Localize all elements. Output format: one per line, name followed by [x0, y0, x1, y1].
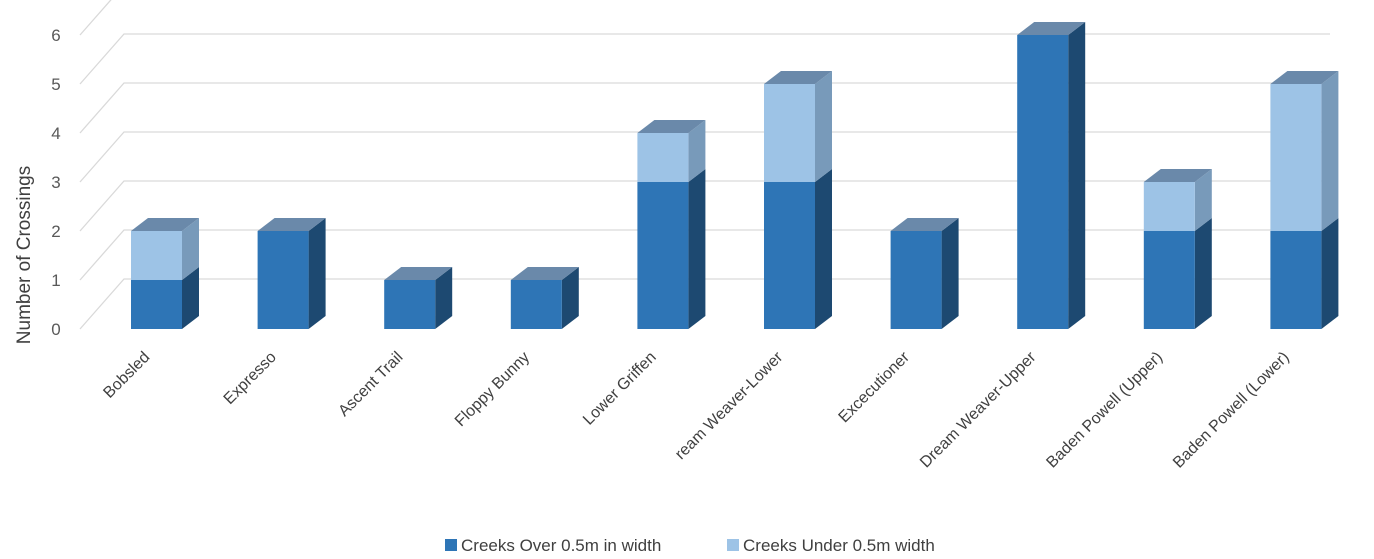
bar-top [257, 218, 326, 231]
x-category-label: Lower Griffen [580, 349, 660, 429]
y-tick-label: 4 [51, 124, 60, 143]
y-tick-label: 1 [51, 271, 60, 290]
bar-segment [131, 231, 182, 280]
bar-group [1270, 71, 1339, 329]
gridline-4 [79, 82, 1330, 134]
bar-side [1068, 22, 1086, 329]
bar-segment [764, 84, 815, 182]
bar-top [1270, 71, 1339, 84]
x-category-label: Dream Weaver-Upper [917, 348, 1040, 471]
bar-top [131, 218, 199, 231]
legend-swatch [445, 539, 457, 551]
bar-side [815, 71, 832, 182]
x-axis-category-labels: Bobsled Expresso Ascent Trail Floppy Bunny L… [100, 348, 1292, 471]
bar-group [510, 267, 579, 329]
y-tick-label: 6 [51, 26, 60, 45]
bar-side [688, 120, 706, 182]
y-axis-ticks: 0 1 2 3 4 5 6 [51, 26, 60, 339]
bar-group [384, 267, 453, 329]
x-category-label: Floppy Bunny [452, 349, 533, 430]
legend-label: Creeks Under 0.5m width [743, 536, 935, 555]
bar-side [182, 218, 199, 280]
y-tick-label: 5 [51, 75, 60, 94]
gridline-5 [79, 33, 1330, 85]
bar-side [941, 218, 959, 329]
bar-side [1194, 169, 1212, 231]
gridline-3 [79, 131, 1330, 183]
x-category-label: Expresso [221, 349, 280, 408]
bar-group [1017, 22, 1086, 329]
bar-top [510, 267, 579, 280]
bar-group [257, 218, 326, 329]
bar-top [764, 71, 832, 84]
bar-top [637, 120, 706, 133]
bar-segment [1017, 35, 1069, 329]
bar-segment [764, 182, 815, 329]
gridline-2 [79, 180, 1330, 232]
x-category-label: ream Weaver-Lower [672, 348, 787, 463]
bar-side [688, 169, 706, 329]
bar-top [890, 218, 959, 231]
bar-group [131, 218, 199, 329]
y-axis-title: Number of Crossings [14, 166, 35, 344]
bar-top [1017, 22, 1086, 35]
x-category-label: Ascent Trail [335, 349, 406, 420]
bar-side [815, 169, 832, 329]
bar-segment [637, 133, 689, 182]
bar-group [637, 120, 706, 329]
y-tick-label: 2 [51, 222, 60, 241]
bar-segment [1143, 182, 1195, 231]
x-category-label: Baden Powell (Upper) [1043, 349, 1166, 472]
bar-segment [131, 280, 182, 329]
bar-group [764, 71, 832, 329]
bar-side [308, 218, 326, 329]
bar-side [561, 267, 579, 329]
bar-segment [384, 280, 436, 329]
bar-group [1143, 169, 1212, 329]
gridline-6 [79, 0, 112, 36]
bar-top [384, 267, 453, 280]
bar-group [890, 218, 959, 329]
bar-segment [1270, 84, 1322, 231]
legend-swatch [727, 539, 739, 551]
x-category-label: Baden Powell (Lower) [1170, 349, 1293, 472]
legend: Creeks Over 0.5m in width Creeks Under 0.… [445, 536, 935, 555]
bar-side [1321, 218, 1339, 329]
bar-segment [510, 280, 562, 329]
legend-label: Creeks Over 0.5m in width [461, 536, 661, 555]
x-category-label: Excecutioner [836, 348, 914, 426]
bar-top [1143, 169, 1212, 182]
x-category-label: Bobsled [100, 349, 153, 402]
bar-side [435, 267, 453, 329]
bar-side [1321, 71, 1339, 231]
bar-segment [637, 182, 689, 329]
bar-segment [1143, 231, 1195, 329]
bar-segment [1270, 231, 1322, 329]
y-tick-label: 0 [51, 320, 60, 339]
bar-side [1194, 218, 1212, 329]
bars [131, 22, 1339, 329]
y-tick-label: 3 [51, 173, 60, 192]
bar-side [182, 267, 199, 329]
bar-segment [257, 231, 309, 329]
bar-segment [890, 231, 942, 329]
